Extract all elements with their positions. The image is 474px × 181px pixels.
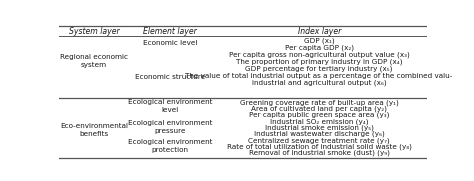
Text: Ecological environment
protection: Ecological environment protection bbox=[128, 139, 213, 153]
Text: Index layer: Index layer bbox=[298, 27, 341, 36]
Text: The proportion of primary industry in GDP (x₄): The proportion of primary industry in GD… bbox=[236, 58, 402, 65]
Text: GDP (x₁): GDP (x₁) bbox=[304, 38, 335, 44]
Text: The value of total industrial output as a percentage of the combined valu-: The value of total industrial output as … bbox=[185, 73, 453, 79]
Text: Centralized sewage treatment rate (y₇): Centralized sewage treatment rate (y₇) bbox=[248, 137, 390, 144]
Text: Per capita public green space area (y₃): Per capita public green space area (y₃) bbox=[249, 111, 389, 118]
Text: Per capita gross non-agricultural output value (x₃): Per capita gross non-agricultural output… bbox=[229, 52, 410, 58]
Text: GDP percentage for tertiary industry (x₅): GDP percentage for tertiary industry (x₅… bbox=[246, 66, 393, 72]
Text: Economic level: Economic level bbox=[143, 40, 198, 46]
Text: Industrial SO₂ emission (y₄): Industrial SO₂ emission (y₄) bbox=[270, 118, 368, 125]
Text: Removal of industrial smoke (dust) (y₉): Removal of industrial smoke (dust) (y₉) bbox=[249, 149, 390, 156]
Text: System layer: System layer bbox=[69, 27, 119, 36]
Text: Ecological environment
level: Ecological environment level bbox=[128, 99, 213, 113]
Text: Rate of total utilization of industrial solid waste (y₈): Rate of total utilization of industrial … bbox=[227, 143, 411, 150]
Text: Industrial smoke emission (y₅): Industrial smoke emission (y₅) bbox=[264, 124, 374, 131]
Text: Industrial wastewater discharge (y₆): Industrial wastewater discharge (y₆) bbox=[254, 130, 384, 137]
Text: Greening coverage rate of built-up area (y₁): Greening coverage rate of built-up area … bbox=[240, 100, 399, 106]
Text: Per capita GDP (x₂): Per capita GDP (x₂) bbox=[285, 45, 354, 51]
Text: Element layer: Element layer bbox=[144, 27, 197, 36]
Text: Ecological environment
pressure: Ecological environment pressure bbox=[128, 120, 213, 134]
Text: industrial and agricultural output (x₆): industrial and agricultural output (x₆) bbox=[252, 79, 386, 86]
Text: Economic structure: Economic structure bbox=[135, 74, 206, 80]
Text: Area of cultivated land per capita (y₂): Area of cultivated land per capita (y₂) bbox=[251, 106, 387, 112]
Text: Regional economic
system: Regional economic system bbox=[60, 54, 128, 68]
Text: Eco-environmental
benefits: Eco-environmental benefits bbox=[60, 123, 128, 137]
